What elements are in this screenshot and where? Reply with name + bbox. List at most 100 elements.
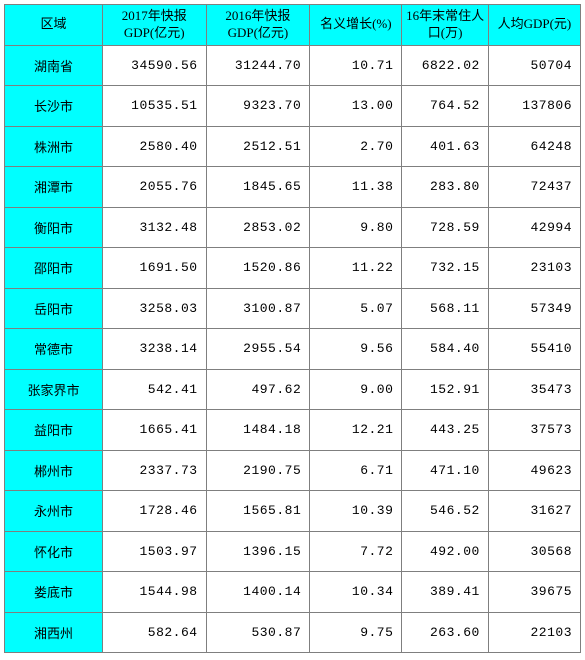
cell-region: 岳阳市 — [5, 288, 103, 329]
header-row: 区域 2017年快报GDP(亿元) 2016年快报GDP(亿元) 名义增长(%)… — [5, 5, 581, 46]
cell-pop: 401.63 — [402, 126, 488, 167]
cell-gdp2017: 1691.50 — [102, 248, 206, 289]
cell-pop: 283.80 — [402, 167, 488, 208]
cell-gdp2016: 1565.81 — [206, 491, 310, 532]
cell-gdp2017: 2055.76 — [102, 167, 206, 208]
table-row: 邵阳市1691.501520.8611.22732.1523103 — [5, 248, 581, 289]
cell-gdp2016: 1520.86 — [206, 248, 310, 289]
cell-region: 湖南省 — [5, 45, 103, 86]
cell-gdp2017: 3258.03 — [102, 288, 206, 329]
cell-region: 永州市 — [5, 491, 103, 532]
cell-pop: 568.11 — [402, 288, 488, 329]
cell-gdp2017: 1544.98 — [102, 572, 206, 613]
cell-gdp2016: 2955.54 — [206, 329, 310, 370]
cell-growth: 7.72 — [310, 531, 402, 572]
cell-pop: 471.10 — [402, 450, 488, 491]
cell-percap: 37573 — [488, 410, 580, 451]
cell-gdp2016: 1484.18 — [206, 410, 310, 451]
cell-pop: 732.15 — [402, 248, 488, 289]
cell-region: 长沙市 — [5, 86, 103, 127]
gdp-table: 区域 2017年快报GDP(亿元) 2016年快报GDP(亿元) 名义增长(%)… — [4, 4, 581, 653]
cell-gdp2017: 2337.73 — [102, 450, 206, 491]
cell-gdp2016: 9323.70 — [206, 86, 310, 127]
table-row: 郴州市2337.732190.756.71471.1049623 — [5, 450, 581, 491]
table-body: 湖南省34590.5631244.7010.716822.0250704长沙市1… — [5, 45, 581, 653]
cell-growth: 10.39 — [310, 491, 402, 532]
table-row: 株洲市2580.402512.512.70401.6364248 — [5, 126, 581, 167]
cell-growth: 11.22 — [310, 248, 402, 289]
cell-percap: 30568 — [488, 531, 580, 572]
cell-growth: 10.71 — [310, 45, 402, 86]
table-row: 娄底市1544.981400.1410.34389.4139675 — [5, 572, 581, 613]
cell-gdp2017: 3132.48 — [102, 207, 206, 248]
table-row: 长沙市10535.519323.7013.00764.52137806 — [5, 86, 581, 127]
cell-percap: 50704 — [488, 45, 580, 86]
cell-percap: 72437 — [488, 167, 580, 208]
cell-region: 湘潭市 — [5, 167, 103, 208]
col-percap: 人均GDP(元) — [488, 5, 580, 46]
cell-gdp2016: 31244.70 — [206, 45, 310, 86]
cell-gdp2017: 2580.40 — [102, 126, 206, 167]
table-row: 益阳市1665.411484.1812.21443.2537573 — [5, 410, 581, 451]
table-row: 衡阳市3132.482853.029.80728.5942994 — [5, 207, 581, 248]
cell-growth: 9.56 — [310, 329, 402, 370]
cell-percap: 31627 — [488, 491, 580, 532]
cell-growth: 13.00 — [310, 86, 402, 127]
cell-region: 邵阳市 — [5, 248, 103, 289]
cell-gdp2017: 1728.46 — [102, 491, 206, 532]
table-row: 常德市3238.142955.549.56584.4055410 — [5, 329, 581, 370]
table-header: 区域 2017年快报GDP(亿元) 2016年快报GDP(亿元) 名义增长(%)… — [5, 5, 581, 46]
cell-percap: 42994 — [488, 207, 580, 248]
cell-gdp2017: 34590.56 — [102, 45, 206, 86]
table-row: 湘潭市2055.761845.6511.38283.8072437 — [5, 167, 581, 208]
cell-gdp2016: 530.87 — [206, 612, 310, 653]
cell-gdp2016: 3100.87 — [206, 288, 310, 329]
cell-region: 张家界市 — [5, 369, 103, 410]
cell-percap: 35473 — [488, 369, 580, 410]
cell-region: 郴州市 — [5, 450, 103, 491]
cell-region: 常德市 — [5, 329, 103, 370]
cell-percap: 55410 — [488, 329, 580, 370]
cell-gdp2017: 542.41 — [102, 369, 206, 410]
table-row: 湘西州582.64530.879.75263.6022103 — [5, 612, 581, 653]
cell-gdp2016: 1845.65 — [206, 167, 310, 208]
cell-pop: 389.41 — [402, 572, 488, 613]
col-gdp2017: 2017年快报GDP(亿元) — [102, 5, 206, 46]
cell-region: 湘西州 — [5, 612, 103, 653]
cell-growth: 10.34 — [310, 572, 402, 613]
cell-percap: 57349 — [488, 288, 580, 329]
cell-percap: 49623 — [488, 450, 580, 491]
cell-gdp2016: 2512.51 — [206, 126, 310, 167]
cell-percap: 137806 — [488, 86, 580, 127]
col-pop: 16年末常住人口(万) — [402, 5, 488, 46]
cell-pop: 263.60 — [402, 612, 488, 653]
cell-pop: 443.25 — [402, 410, 488, 451]
cell-region: 益阳市 — [5, 410, 103, 451]
cell-growth: 12.21 — [310, 410, 402, 451]
table-row: 湖南省34590.5631244.7010.716822.0250704 — [5, 45, 581, 86]
cell-region: 株洲市 — [5, 126, 103, 167]
table-row: 张家界市542.41497.629.00152.9135473 — [5, 369, 581, 410]
cell-percap: 23103 — [488, 248, 580, 289]
cell-growth: 5.07 — [310, 288, 402, 329]
table-row: 岳阳市3258.033100.875.07568.1157349 — [5, 288, 581, 329]
col-gdp2016: 2016年快报GDP(亿元) — [206, 5, 310, 46]
table-row: 永州市1728.461565.8110.39546.5231627 — [5, 491, 581, 532]
cell-growth: 9.00 — [310, 369, 402, 410]
cell-gdp2016: 1400.14 — [206, 572, 310, 613]
col-region: 区域 — [5, 5, 103, 46]
cell-gdp2017: 1665.41 — [102, 410, 206, 451]
cell-pop: 584.40 — [402, 329, 488, 370]
col-growth: 名义增长(%) — [310, 5, 402, 46]
cell-pop: 152.91 — [402, 369, 488, 410]
cell-percap: 39675 — [488, 572, 580, 613]
cell-gdp2017: 3238.14 — [102, 329, 206, 370]
cell-region: 衡阳市 — [5, 207, 103, 248]
cell-gdp2016: 2190.75 — [206, 450, 310, 491]
cell-pop: 728.59 — [402, 207, 488, 248]
cell-pop: 6822.02 — [402, 45, 488, 86]
cell-growth: 9.80 — [310, 207, 402, 248]
cell-percap: 64248 — [488, 126, 580, 167]
cell-gdp2017: 582.64 — [102, 612, 206, 653]
cell-percap: 22103 — [488, 612, 580, 653]
